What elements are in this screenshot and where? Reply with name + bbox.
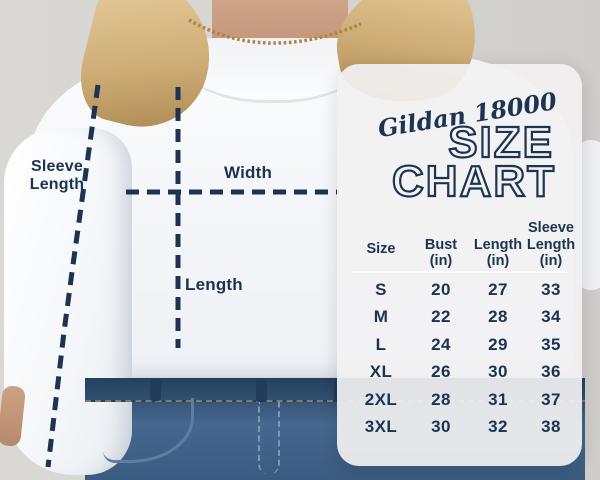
size-chart-panel: Gildan 18000 SIZE CHART Size Bust (in) L… (337, 64, 582, 466)
cell-bust: 22 (431, 307, 451, 327)
cell-bust: 30 (431, 417, 451, 437)
table-row: 3XL 30 32 38 (349, 414, 575, 442)
header-sleeve-length: Sleeve Length (in) (526, 220, 576, 269)
sleeve-length-label: Sleeve Length (24, 158, 90, 194)
header-length: Length (in) (473, 236, 523, 269)
sleeve-length-label-line1: Sleeve (31, 158, 83, 175)
size-table-header: Size Bust (in) Length (in) Sleeve Length… (349, 196, 575, 269)
cell-sleeve-length: 35 (541, 334, 561, 354)
cell-size: S (375, 279, 387, 299)
cell-size: L (375, 334, 387, 354)
jeans-belt-loop (256, 380, 267, 402)
cell-bust: 20 (431, 279, 451, 299)
cell-size: M (373, 307, 389, 327)
table-row: 2XL 28 31 37 (349, 386, 575, 414)
table-row: S 20 27 33 (349, 276, 575, 304)
length-label: Length (185, 275, 243, 294)
cell-size: 2XL (364, 389, 398, 409)
cell-length: 28 (488, 307, 508, 327)
sleeve-length-label-line2: Length (29, 175, 85, 193)
cell-sleeve-length: 38 (541, 417, 561, 437)
cell-sleeve-length: 33 (541, 279, 561, 299)
jeans-belt-loop (150, 379, 161, 401)
size-chart-title-line1: SIZE (447, 118, 554, 167)
cell-size: 3XL (364, 417, 398, 437)
table-row: L 24 29 35 (349, 331, 575, 359)
cell-bust: 28 (431, 389, 451, 409)
cell-length: 31 (488, 389, 508, 409)
cell-sleeve-length: 34 (541, 307, 561, 327)
cell-length: 29 (488, 334, 508, 354)
size-chart-title-line2: CHART (391, 157, 556, 206)
cell-length: 32 (488, 417, 508, 437)
header-separator (351, 271, 569, 273)
cell-length: 30 (488, 362, 508, 382)
width-label: Width (224, 163, 273, 182)
header-size: Size (366, 240, 396, 257)
cell-sleeve-length: 36 (541, 362, 561, 382)
cell-size: XL (369, 362, 393, 382)
cell-sleeve-length: 37 (541, 389, 561, 409)
table-row: M 22 28 34 (349, 304, 575, 332)
jeans-fly-stitching (258, 402, 280, 474)
cell-bust: 26 (431, 362, 451, 382)
cell-bust: 24 (431, 334, 451, 354)
header-bust: Bust (in) (424, 236, 458, 269)
size-table-body: S 20 27 33 M 22 28 34 L 24 29 35 XL 26 3… (349, 276, 575, 441)
cell-length: 27 (488, 279, 508, 299)
table-row: XL 26 30 36 (349, 359, 575, 387)
